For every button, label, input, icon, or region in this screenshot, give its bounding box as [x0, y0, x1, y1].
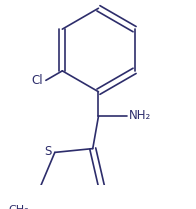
Text: Cl: Cl: [31, 74, 43, 87]
Text: CH₃: CH₃: [8, 205, 29, 209]
Text: NH₂: NH₂: [129, 109, 151, 122]
Text: S: S: [45, 145, 52, 158]
